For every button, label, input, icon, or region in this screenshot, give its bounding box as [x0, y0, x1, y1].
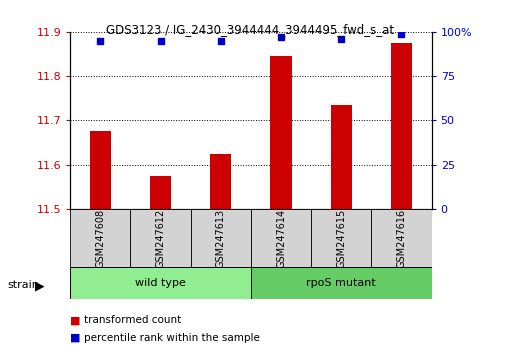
Text: rpoS mutant: rpoS mutant	[306, 278, 376, 288]
Bar	[270, 56, 292, 209]
Text: ■: ■	[70, 315, 81, 325]
Bar	[210, 154, 231, 209]
Bar	[90, 131, 111, 209]
Bar	[311, 209, 371, 267]
Bar	[191, 209, 251, 267]
Bar	[70, 267, 251, 299]
Text: GSM247616: GSM247616	[396, 209, 407, 268]
Bar	[391, 43, 412, 209]
Text: ▶: ▶	[35, 279, 45, 292]
Text: percentile rank within the sample: percentile rank within the sample	[84, 333, 260, 343]
Text: GDS3123 / IG_2430_3944444_3944495_fwd_s_at: GDS3123 / IG_2430_3944444_3944495_fwd_s_…	[106, 23, 394, 36]
Bar	[251, 209, 311, 267]
Bar	[150, 176, 171, 209]
Bar	[331, 105, 352, 209]
Text: GSM247608: GSM247608	[95, 209, 106, 268]
Text: strain: strain	[8, 280, 40, 290]
Bar	[131, 209, 191, 267]
Text: GSM247613: GSM247613	[216, 209, 226, 268]
Text: GSM247614: GSM247614	[276, 209, 286, 268]
Text: GSM247612: GSM247612	[155, 209, 165, 268]
Text: ■: ■	[70, 333, 81, 343]
Bar	[70, 209, 131, 267]
Bar	[251, 267, 432, 299]
Text: GSM247615: GSM247615	[336, 209, 346, 268]
Text: transformed count: transformed count	[84, 315, 181, 325]
Bar	[371, 209, 432, 267]
Text: wild type: wild type	[135, 278, 186, 288]
